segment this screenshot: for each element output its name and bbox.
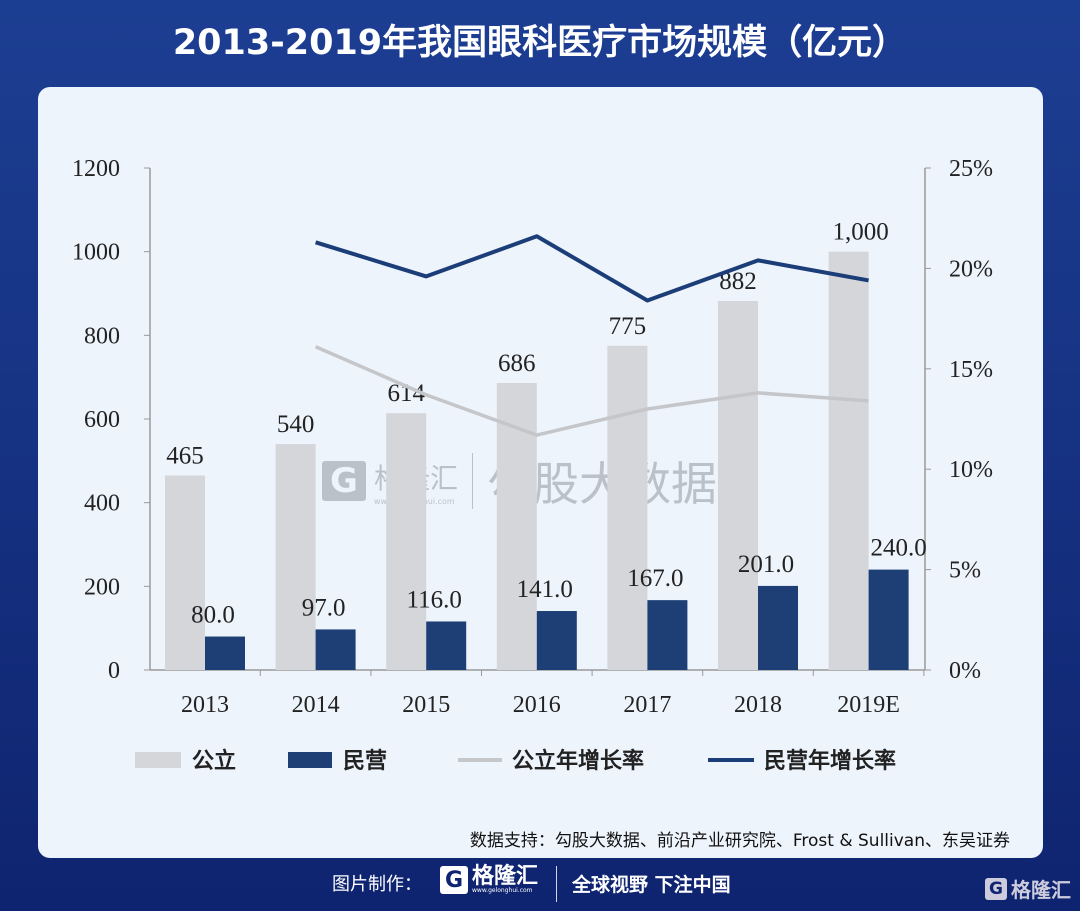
bar-private (758, 585, 798, 670)
bar-public (828, 251, 869, 670)
data-label-private: 141.0 (517, 576, 573, 603)
data-label-private: 167.0 (627, 565, 683, 592)
left-tick-label: 0 (108, 658, 120, 684)
right-tick-label: 15% (949, 357, 993, 383)
footer-url: www.gelonghui.com (472, 887, 533, 894)
line-private-growth (315, 234, 869, 303)
gelonghui-logo-icon: G (322, 461, 366, 501)
left-tick-label: 800 (84, 323, 120, 349)
left-tick-label: 1200 (72, 156, 120, 182)
left-tick-label: 1000 (72, 240, 120, 266)
legend-label-public-growth: 公立年增长率 (512, 748, 644, 774)
data-label-private: 201.0 (738, 551, 794, 578)
gelonghui-logo-icon: G (985, 877, 1007, 900)
right-tick-label: 0% (949, 658, 981, 684)
source-note: 数据支持：勾股大数据、前沿产业研究院、Frost & Sullivan、东吴证券 (469, 831, 1010, 851)
corner-brand: 格隆汇 (1011, 878, 1071, 902)
right-tick-label: 25% (949, 156, 993, 182)
right-tick-label: 5% (949, 558, 981, 584)
legend-label-public: 公立 (192, 748, 236, 774)
x-tick-label: 2014 (292, 692, 340, 718)
left-tick-label: 400 (84, 491, 120, 517)
footer-divider (556, 866, 557, 902)
legend-swatch-private (288, 752, 332, 768)
bar-public (718, 301, 758, 670)
x-tick-label: 2017 (623, 692, 671, 718)
bar-public (165, 475, 205, 670)
data-label-private: 116.0 (407, 586, 462, 613)
data-label-private: 80.0 (191, 602, 235, 629)
legend-label-private: 民营 (343, 748, 387, 774)
corner-logo: G 格隆汇 (985, 874, 1071, 903)
data-label-private: 97.0 (302, 594, 346, 621)
x-tick-label: 2016 (513, 692, 561, 718)
line-public-growth (314, 345, 869, 437)
data-label-public: 1,000 (832, 219, 888, 246)
footer-brand: 格隆汇 (472, 864, 539, 889)
bar-public (386, 413, 427, 670)
left-tick-label: 600 (84, 407, 120, 433)
x-tick-label: 2013 (181, 692, 229, 718)
bar-private (426, 621, 467, 670)
right-tick-label: 10% (949, 457, 993, 483)
bar-private (647, 600, 688, 670)
data-label-private: 240.0 (870, 535, 926, 562)
data-label-public: 540 (277, 411, 315, 438)
bar-public (275, 444, 316, 670)
bar-private (868, 569, 909, 670)
chart-card (38, 87, 1043, 858)
slogan: 全球视野 下注中国 (572, 874, 731, 896)
bar-private (315, 629, 356, 670)
legend-label-private-growth: 民营年增长率 (764, 748, 896, 774)
gelonghui-logo-icon: G (440, 866, 468, 894)
footer-logo: G 格隆汇 www.gelonghui.com (440, 866, 538, 894)
x-tick-label: 2015 (402, 692, 450, 718)
chart-title: 2013-2019年我国眼科医疗市场规模（亿元） (172, 23, 908, 63)
x-tick-label: 2018 (734, 692, 782, 718)
left-tick-label: 200 (84, 574, 120, 600)
bar-private (205, 636, 245, 670)
data-label-public: 686 (498, 350, 536, 377)
data-label-public: 775 (609, 313, 647, 340)
bar-private (536, 611, 577, 670)
made-by-label: 图片制作： (332, 874, 422, 895)
data-label-public: 465 (166, 442, 204, 469)
bar-public (607, 345, 648, 670)
footer: 图片制作： G 格隆汇 www.gelonghui.com 全球视野 下注中国 … (0, 866, 1080, 906)
right-tick-label: 20% (949, 256, 993, 282)
x-tick-label: 2019E (837, 692, 900, 718)
legend-swatch-public (135, 752, 181, 768)
